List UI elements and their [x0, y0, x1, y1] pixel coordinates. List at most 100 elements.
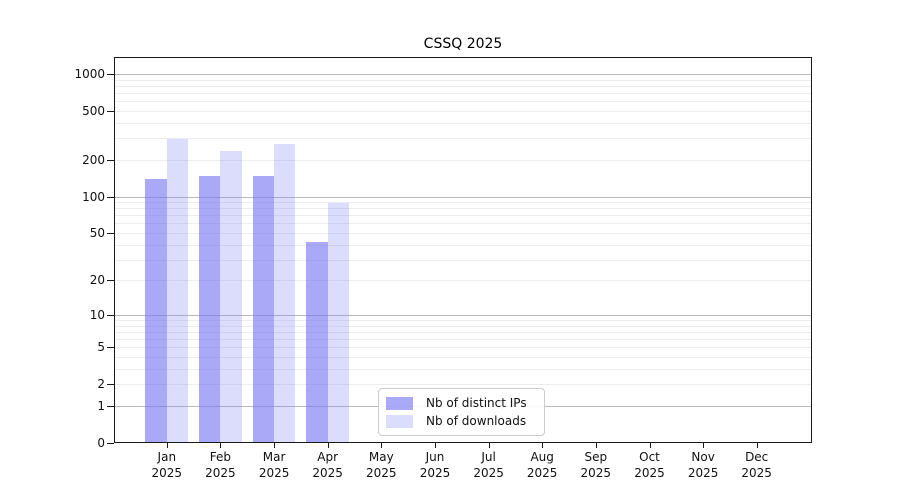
legend-swatch-distinct-ips-icon — [386, 396, 413, 410]
x-tick-label-year: 2025 — [419, 466, 451, 480]
x-tick-label-month: Aug — [530, 450, 554, 464]
x-tick — [756, 443, 758, 448]
y-tick — [107, 406, 114, 407]
gridline-major — [114, 73, 812, 75]
gridline-minor — [114, 79, 812, 81]
gridline-minor — [114, 259, 812, 261]
y-tick — [107, 110, 114, 112]
x-tick-label-month: Nov — [691, 450, 715, 464]
x-tick-label-month: Oct — [639, 450, 660, 464]
y-tick-label: 2 — [97, 377, 105, 392]
y-tick-label: 10 — [89, 307, 105, 322]
y-tick-label: 1 — [97, 399, 105, 413]
gridline-minor — [114, 85, 812, 87]
gridline-major — [114, 314, 812, 316]
gridline-minor — [114, 223, 812, 225]
x-tick-label-month: Jun — [425, 450, 445, 464]
x-tick-label-year: 2025 — [741, 466, 772, 480]
bar-downloads — [166, 139, 189, 443]
gridline-minor — [114, 202, 812, 203]
x-tick — [166, 443, 168, 448]
y-tick-label: 500 — [82, 103, 105, 118]
gridline-minor — [114, 244, 812, 246]
y-tick — [107, 347, 114, 349]
x-tick-label-year: 2025 — [580, 466, 612, 480]
gridline-minor — [114, 320, 812, 321]
x-tick-label-year: 2025 — [526, 466, 558, 480]
x-tick-label-year: 2025 — [473, 466, 504, 480]
gridline-minor — [114, 215, 812, 217]
gridline-major — [114, 196, 812, 198]
gridline-minor — [114, 325, 812, 327]
chart-title: CSSQ 2025 — [423, 36, 503, 52]
gridline-minor — [114, 208, 812, 210]
gridline-minor — [114, 233, 812, 234]
bar-downloads — [327, 203, 350, 443]
bar-distinct-ips — [145, 178, 167, 443]
y-tick-label: 1000 — [74, 66, 105, 81]
y-tick — [107, 196, 114, 198]
x-tick — [327, 443, 329, 448]
x-tick-label-month: Feb — [209, 450, 232, 464]
x-tick-label-month: Apr — [317, 450, 339, 464]
x-tick-label-year: 2025 — [687, 466, 719, 480]
x-tick-label-year: 2025 — [366, 466, 397, 480]
gridline-minor — [114, 384, 812, 386]
gridline-minor — [114, 280, 812, 282]
gridline-minor — [114, 110, 812, 112]
gridline-minor — [114, 101, 812, 103]
x-tick — [220, 443, 222, 448]
gridline-minor — [114, 368, 812, 370]
x-tick — [274, 443, 276, 448]
x-tick-label-month: Jan — [157, 450, 177, 464]
x-tick-label-year: 2025 — [205, 466, 236, 480]
legend-swatch-downloads-icon — [386, 414, 413, 428]
y-tick — [107, 280, 114, 282]
legend: Nb of distinct IPs Nb of downloads — [378, 388, 545, 436]
bar-downloads — [274, 143, 296, 443]
y-tick-label: 100 — [82, 189, 105, 204]
x-tick — [703, 443, 705, 448]
x-tick — [649, 443, 651, 448]
y-tick-label: 50 — [89, 226, 105, 240]
legend-label-distinct-ips: Nb of distinct IPs — [426, 396, 527, 410]
gridline-minor — [114, 347, 812, 349]
x-tick-label-month: Mar — [262, 450, 286, 464]
bar-downloads — [220, 150, 242, 443]
y-tick — [107, 384, 114, 386]
x-tick-label-year: 2025 — [312, 466, 343, 480]
x-tick — [595, 443, 597, 448]
gridline-minor — [114, 93, 812, 94]
x-tick-label-year: 2025 — [258, 466, 290, 480]
bar-distinct-ips — [252, 176, 275, 443]
gridline-minor — [114, 122, 812, 124]
x-tick-label-month: May — [368, 450, 394, 464]
y-tick — [107, 314, 114, 316]
x-tick — [381, 443, 383, 448]
legend-item-downloads: Nb of downloads — [386, 414, 536, 428]
y-tick — [107, 233, 114, 234]
gridline-minor — [114, 138, 812, 140]
y-tick-label: 5 — [97, 340, 105, 355]
gridline-minor — [114, 331, 812, 333]
y-tick-label: 20 — [89, 273, 105, 288]
gridline-minor — [114, 357, 812, 358]
y-tick — [107, 159, 114, 161]
y-tick-label: 200 — [82, 152, 105, 167]
legend-label-downloads: Nb of downloads — [426, 414, 527, 428]
legend-item-distinct-ips: Nb of distinct IPs — [386, 396, 536, 410]
bar-distinct-ips — [306, 242, 328, 443]
bar-distinct-ips — [199, 176, 221, 443]
y-tick — [107, 73, 114, 75]
x-tick-label-month: Dec — [745, 450, 769, 464]
y-tick-label: 0 — [97, 436, 105, 450]
x-tick — [542, 443, 544, 448]
x-tick — [488, 443, 490, 448]
x-tick-label-month: Sep — [584, 450, 608, 464]
y-tick — [107, 443, 114, 444]
x-tick-label-year: 2025 — [151, 466, 183, 480]
gridline-minor — [114, 159, 812, 161]
gridline-minor — [114, 339, 812, 341]
plot-border — [114, 57, 812, 443]
